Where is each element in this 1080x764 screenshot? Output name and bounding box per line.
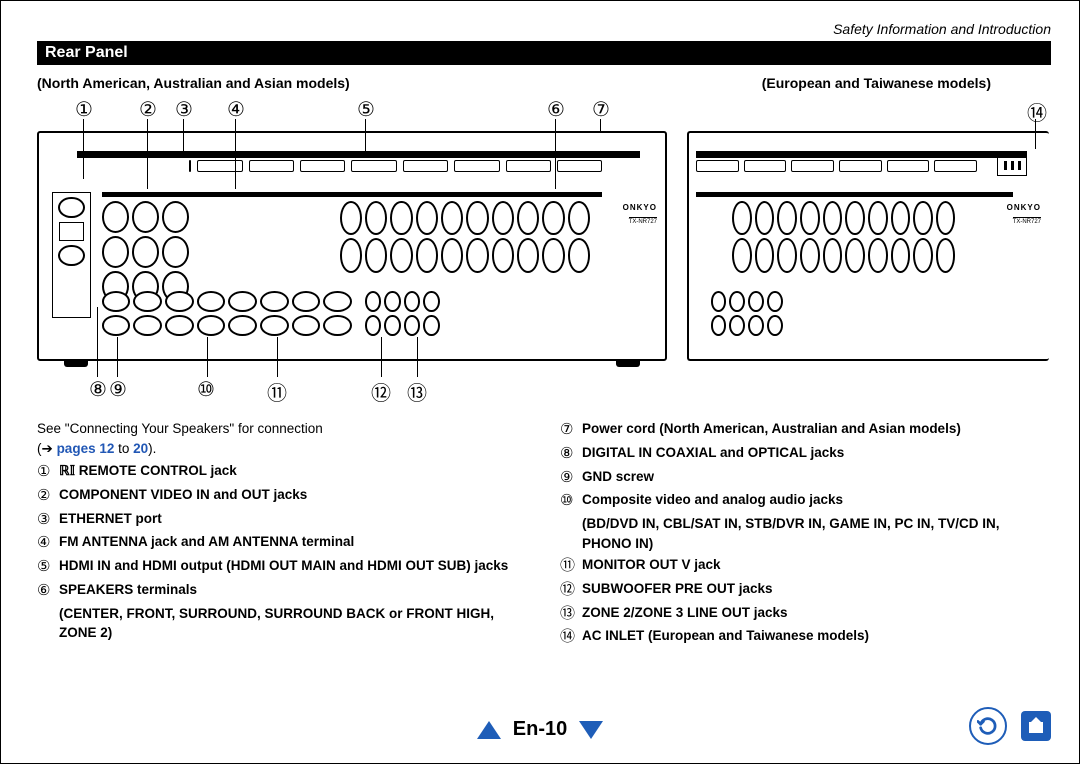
item-ethernet: ETHERNET port <box>59 509 162 531</box>
page-link-20[interactable]: 20 <box>133 441 148 456</box>
brand-label: ONKYO <box>623 203 657 212</box>
model-label-right: (European and Taiwanese models) <box>762 75 991 91</box>
item-zone-lineout: ZONE 2/ZONE 3 LINE OUT jacks <box>582 603 788 625</box>
item-monitor-out: MONITOR OUT V jack <box>582 555 721 577</box>
callout-column-right: ⑦Power cord (North American, Australian … <box>560 419 1051 650</box>
callout-8: ⑧ <box>89 377 107 425</box>
callout-13: ⑬ <box>407 377 427 425</box>
av-jacks-left <box>102 201 190 303</box>
digital-in-box <box>52 192 92 318</box>
model-number-r: TX-NR727 <box>1013 217 1041 225</box>
next-page-icon[interactable] <box>579 721 603 739</box>
item-remote-control: ℝ𝕀 REMOTE CONTROL jack <box>59 461 237 483</box>
item-component-video: COMPONENT VIDEO IN and OUT jacks <box>59 485 307 507</box>
speaker-terminals <box>340 201 590 273</box>
prev-page-icon[interactable] <box>477 721 501 739</box>
item-digital-in: DIGITAL IN COAXIAL and OPTICAL jacks <box>582 443 844 465</box>
item-antenna: FM ANTENNA jack and AM ANTENNA terminal <box>59 532 354 554</box>
item-ac-inlet: AC INLET (European and Taiwanese models) <box>582 626 869 648</box>
rear-panel-right: ONKYO TX-NR727 <box>687 131 1049 361</box>
speakers-sub: (CENTER, FRONT, SURROUND, SURROUND BACK … <box>59 604 528 643</box>
back-icon[interactable] <box>969 707 1007 745</box>
item-power-cord: Power cord (North American, Australian a… <box>582 419 961 441</box>
callout-11: ⑪ <box>267 377 287 425</box>
rear-panel-left: ONKYO TX-NR727 <box>37 131 667 361</box>
page-footer: En-10 <box>1 718 1079 741</box>
model-number: TX-NR727 <box>629 217 657 225</box>
item-speakers: SPEAKERS terminals <box>59 580 197 602</box>
model-label-left: (North American, Australian and Asian mo… <box>37 75 350 91</box>
item-subwoofer: SUBWOOFER PRE OUT jacks <box>582 579 773 601</box>
item-hdmi: HDMI IN and HDMI output (HDMI OUT MAIN a… <box>59 556 508 578</box>
model-labels-row: (North American, Australian and Asian mo… <box>37 75 1051 91</box>
callout-10: ⑩ <box>197 377 215 425</box>
item-composite: Composite video and analog audio jacks <box>582 490 843 512</box>
preout-jacks-r <box>711 291 783 336</box>
callout-column-left: See "Connecting Your Speakers" for conne… <box>37 419 528 650</box>
callout-9: ⑨ <box>109 377 127 425</box>
hdmi-row <box>189 160 602 170</box>
ac-inlet <box>997 156 1027 176</box>
item-gnd: GND screw <box>582 467 654 489</box>
page-number: En-10 <box>513 718 567 741</box>
hdmi-row-r <box>696 160 977 170</box>
page: Safety Information and Introduction Rear… <box>0 0 1080 764</box>
list-right-2: ⑪MONITOR OUT V jack ⑫SUBWOOFER PRE OUT j… <box>560 555 1051 648</box>
audio-in-jacks <box>102 291 352 336</box>
section-title: Rear Panel <box>37 41 1051 65</box>
list-left: ①ℝ𝕀 REMOTE CONTROL jack ②COMPONENT VIDEO… <box>37 461 528 602</box>
callout-columns: See "Connecting Your Speakers" for conne… <box>37 419 1051 650</box>
list-right: ⑦Power cord (North American, Australian … <box>560 419 1051 512</box>
preout-jacks <box>365 291 440 336</box>
callout-14: ⑭ <box>1027 97 1047 126</box>
home-icon[interactable] <box>1021 711 1051 741</box>
page-link-12[interactable]: pages 12 <box>57 441 115 456</box>
speaker-terminals-r <box>732 201 955 273</box>
callout-12: ⑫ <box>371 377 391 425</box>
composite-sub: (BD/DVD IN, CBL/SAT IN, STB/DVR IN, GAME… <box>582 514 1051 553</box>
diagram-area: ONKYO TX-NR727 ① ② ③ ④ ⑤ ⑥ ⑦ ⑧ ⑨ ⑩ ⑪ ⑫ <box>37 97 1051 397</box>
brand-label-r: ONKYO <box>1007 203 1041 212</box>
breadcrumb: Safety Information and Introduction <box>37 21 1051 37</box>
footer-icons <box>969 707 1051 745</box>
